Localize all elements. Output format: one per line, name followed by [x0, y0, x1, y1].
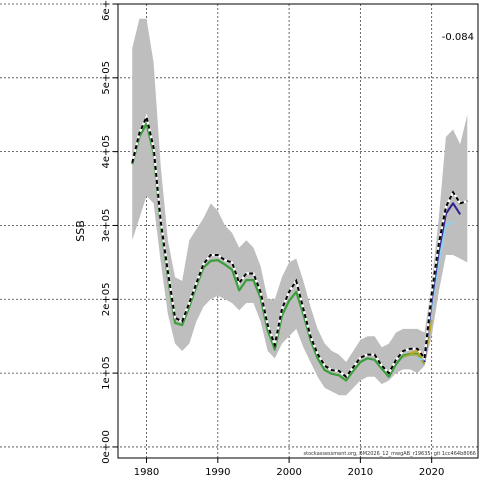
x-tick-label-1990: 1990: [205, 467, 230, 478]
y-axis: 0e+00 1e+05 2e+05 3e+05 4e+05 5e+05 6e+05: [101, 0, 118, 464]
corner-label: -0.084: [442, 32, 474, 43]
plot-frame: [117, 3, 479, 459]
gridlines: [0, 3, 478, 458]
footnote: stockassessment.org, BM2026_12_mwgAB_r19…: [304, 451, 476, 457]
y-tick-label-5: 5e+05: [101, 61, 112, 95]
y-tick-label-4: 4e+05: [101, 135, 112, 169]
y-tick-label-1: 1e+05: [101, 356, 112, 390]
series-lines: [131, 113, 468, 382]
y-tick-label-3: 3e+05: [101, 209, 112, 243]
ssb-confidence-band: [132, 18, 468, 396]
x-tick-label-2010: 2010: [348, 467, 373, 478]
ssb-peel-lightblue-line: [417, 220, 454, 361]
ssb-main-line: [131, 113, 468, 379]
y-tick-label-0: 0e+00: [101, 430, 112, 464]
y-tick-label-6: 6e+05: [101, 0, 112, 21]
x-tick-label-2020: 2020: [419, 467, 444, 478]
confidence-band: [132, 18, 468, 396]
x-tick-label-2000: 2000: [276, 467, 301, 478]
x-tick-label-1980: 1980: [134, 467, 159, 478]
y-tick-label-2: 2e+05: [101, 282, 112, 316]
x-axis: 1980 1990 2000 2010 2020: [134, 458, 444, 478]
y-axis-title: SSB: [74, 220, 87, 242]
